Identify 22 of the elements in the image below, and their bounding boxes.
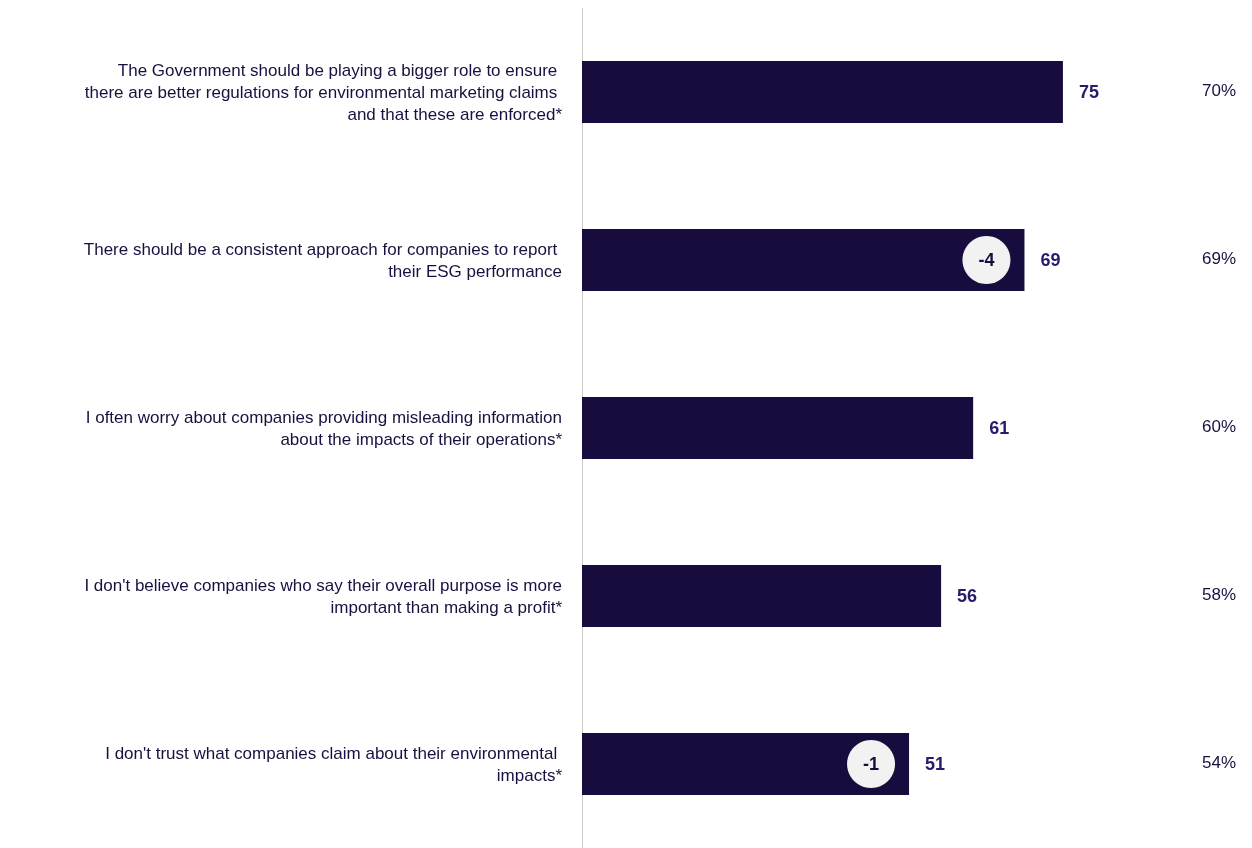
bar	[582, 61, 1063, 123]
y-tick-label: I don't trust what companies claim about their environmental impacts*	[105, 743, 563, 785]
text: 54%	[1201, 753, 1237, 772]
data-label: 61	[989, 418, 1010, 438]
text: 58%	[1201, 585, 1237, 604]
y-tick-label: I often worry about companies providing misleading information about the impacts of their operations*	[85, 407, 563, 449]
y-tick-label: There should be a consistent approach for companies to report their ESG performance	[83, 239, 562, 281]
y-tick-label: The Government should be playing a bigger role to ensure there are better regulations for environmental marketing claims and that these are enforced*	[84, 60, 563, 124]
bar	[582, 229, 1025, 291]
annotation: -1	[863, 754, 880, 774]
text: 69%	[1201, 249, 1237, 268]
bar	[582, 565, 942, 627]
y-tick-label: I don't believe companies who say their overall purpose is more important than making a profit*	[84, 575, 563, 617]
text: 70%	[1201, 81, 1237, 100]
data-label: 69	[1040, 250, 1061, 270]
bar	[582, 397, 974, 459]
bar	[582, 733, 910, 795]
text: 60%	[1201, 417, 1237, 436]
data-label: 75	[1078, 82, 1099, 102]
data-label: 51	[925, 754, 946, 774]
data-label: 56	[957, 586, 978, 606]
annotation: -4	[978, 250, 995, 270]
